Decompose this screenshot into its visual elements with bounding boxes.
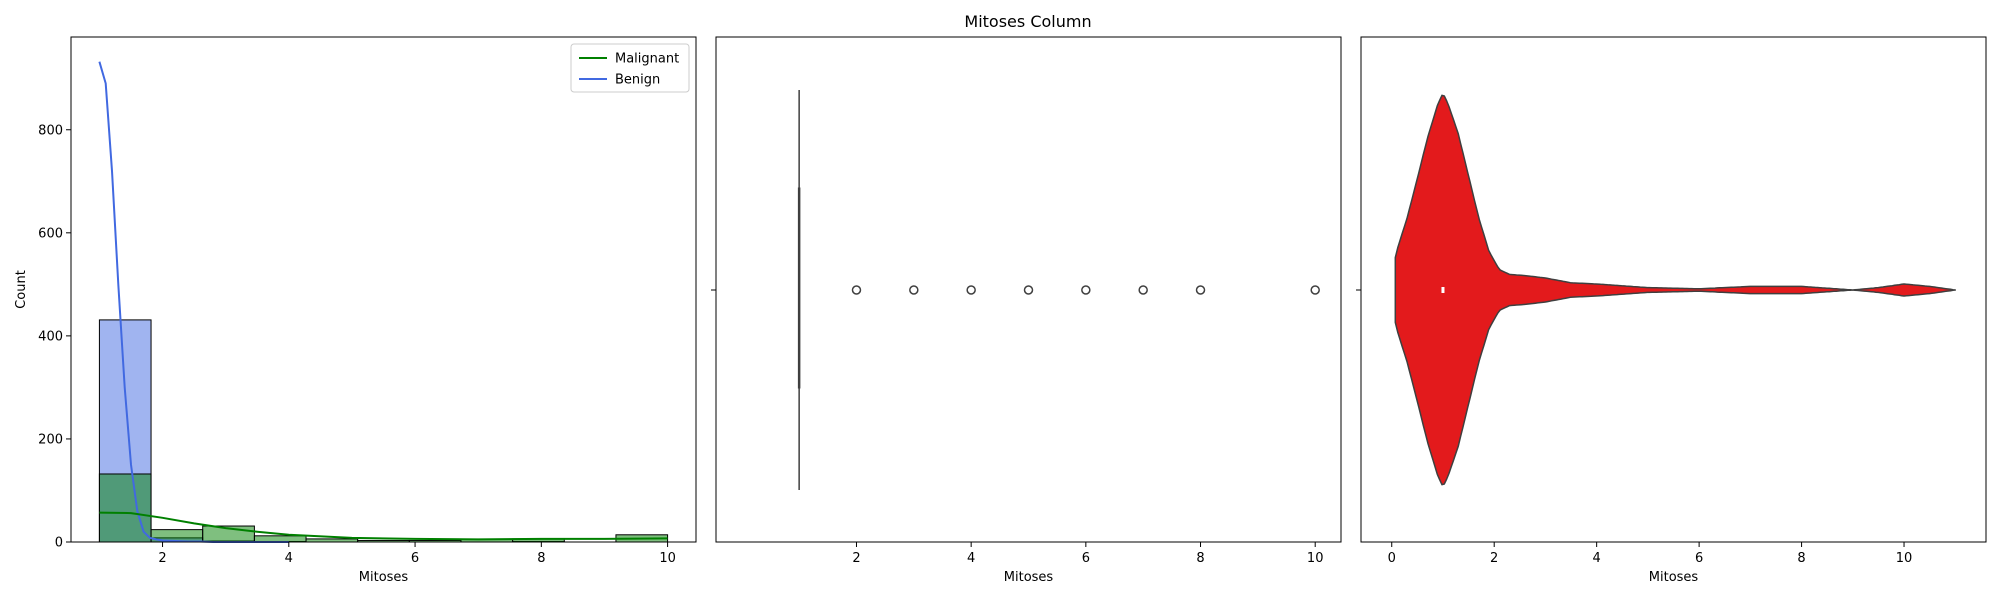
- legend-label-malignant: Malignant: [615, 52, 679, 67]
- x-tick-label: 6: [1082, 551, 1090, 566]
- violin-median-marker: [1441, 287, 1445, 293]
- y-tick-label: 200: [38, 432, 63, 447]
- outlier-point: [966, 285, 976, 295]
- legend-label-benign: Benign: [615, 73, 660, 88]
- y-tick-label: 0: [55, 536, 63, 551]
- x-tick-label: 2: [852, 551, 860, 566]
- x-axis-label: Mitoses: [359, 570, 409, 585]
- y-tick-label: 800: [38, 123, 63, 138]
- outlier-point: [1023, 285, 1034, 295]
- x-tick-label: 10: [659, 551, 676, 566]
- outlier-point: [1310, 285, 1320, 295]
- kde-line-malignant: [99, 511, 668, 541]
- x-tick-label: 10: [1896, 551, 1913, 566]
- x-tick-label: 2: [158, 551, 166, 566]
- y-axis-label: Count: [14, 270, 29, 309]
- y-tick-label: 600: [38, 226, 63, 241]
- outlier-point: [1138, 285, 1148, 295]
- x-tick-label: 6: [411, 551, 419, 566]
- outlier-point: [1195, 285, 1206, 295]
- x-tick-label: 8: [1797, 551, 1805, 566]
- histogram-panel: 2 4 6 8 10 0 200 400 600 800 Mitoses Count Malignant…: [14, 36, 697, 585]
- plot-frame: [715, 36, 1342, 543]
- x-axis-label: Mitoses: [1649, 570, 1699, 585]
- violin-panel: 0 2 4 6 8 10 Mitoses: [1356, 36, 1987, 585]
- x-tick-label: 4: [1593, 551, 1601, 566]
- x-tick-label: 2: [1490, 551, 1498, 566]
- x-tick-label: 8: [537, 551, 545, 566]
- legend: Malignant Benign: [570, 43, 690, 93]
- y-tick-label: 400: [38, 329, 63, 344]
- outlier-point: [909, 285, 919, 295]
- outlier-point: [1081, 285, 1091, 295]
- x-tick-label: 0: [1388, 551, 1396, 566]
- x-tick-label: 6: [1695, 551, 1703, 566]
- outlier-point: [851, 285, 862, 295]
- x-tick-label: 4: [967, 551, 975, 566]
- figure-title: Mitoses Column: [964, 12, 1091, 31]
- x-tick-label: 8: [1196, 551, 1204, 566]
- plot-frame: [70, 36, 697, 543]
- x-tick-label: 4: [285, 551, 293, 566]
- boxplot-panel: 2 4 6 8 10 Mitoses: [711, 36, 1342, 585]
- violin-body: [1394, 94, 1957, 486]
- x-tick-label: 10: [1307, 551, 1324, 566]
- x-axis-label: Mitoses: [1004, 570, 1054, 585]
